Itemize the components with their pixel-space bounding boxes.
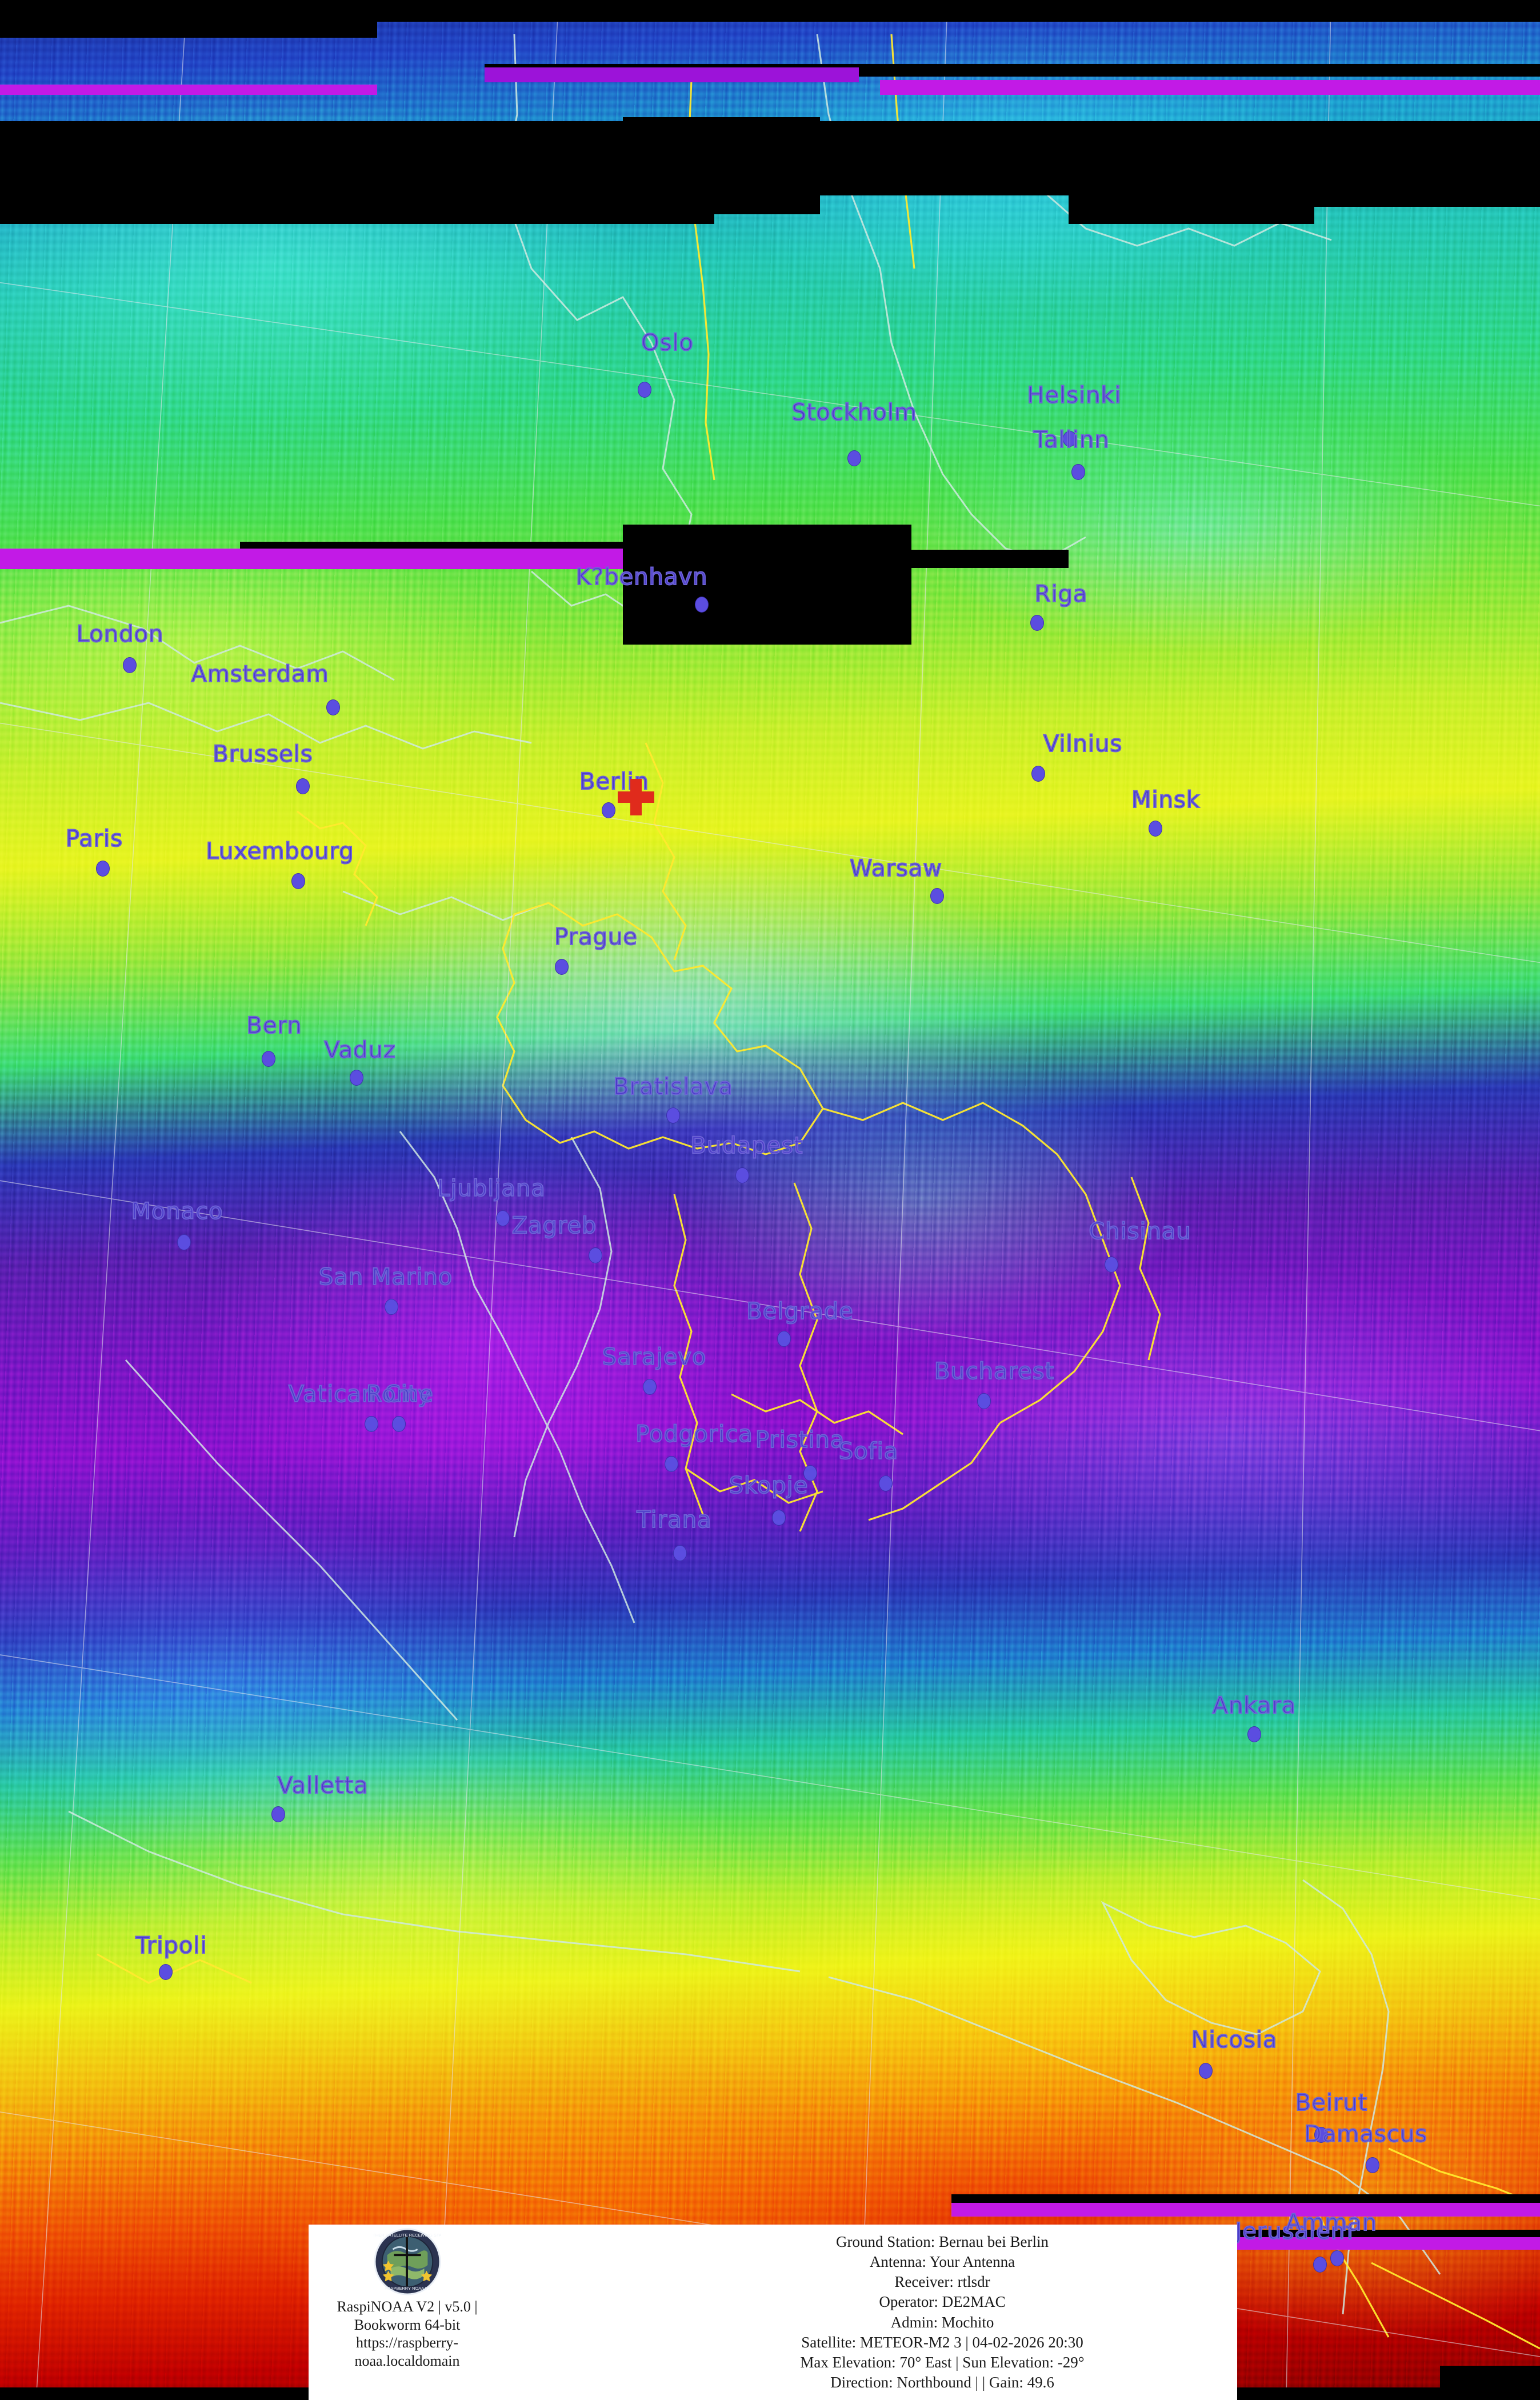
corruption-band bbox=[0, 0, 377, 38]
city-marker-dot bbox=[177, 1234, 191, 1250]
info-raspinoaa-version: RaspiNOAA V2 | v5.0 | bbox=[337, 2298, 478, 2315]
info-antenna: Antenna: Your Antenna bbox=[869, 2253, 1015, 2271]
city-marker-dot bbox=[879, 1475, 893, 1491]
corruption-band bbox=[1314, 121, 1540, 207]
city-marker-dot bbox=[602, 802, 615, 818]
info-direction: Direction: Northbound | | Gain: 49.6 bbox=[830, 2373, 1054, 2391]
info-url-line2: noaa.localdomain bbox=[354, 2353, 460, 2370]
corruption-band bbox=[623, 525, 911, 645]
city-marker-dot bbox=[735, 1167, 749, 1183]
city-marker-dot bbox=[695, 597, 709, 613]
info-left-column: WEATHER SATELLITE RECEIVING STATION RASP… bbox=[309, 2225, 506, 2400]
ground-station-marker-icon bbox=[618, 779, 654, 815]
city-marker-dot bbox=[1366, 2157, 1379, 2173]
city-marker-dot bbox=[496, 1210, 510, 1226]
info-spacer bbox=[506, 2225, 651, 2400]
city-marker-dot bbox=[977, 1393, 991, 1409]
city-marker-dot bbox=[392, 1416, 406, 1432]
city-marker-dot bbox=[296, 778, 310, 794]
city-marker-dot bbox=[803, 1465, 817, 1481]
city-marker-dot bbox=[1330, 2250, 1344, 2266]
corruption-band bbox=[1234, 2230, 1540, 2239]
city-marker-dot bbox=[262, 1051, 275, 1067]
city-marker-dot bbox=[1313, 2257, 1327, 2273]
city-marker-dot bbox=[365, 1416, 378, 1432]
corruption-band bbox=[1069, 121, 1314, 224]
city-marker-dot bbox=[1199, 2063, 1213, 2079]
city-marker-dot bbox=[1105, 1257, 1118, 1273]
corruption-band bbox=[485, 67, 859, 82]
city-marker-dot bbox=[930, 888, 944, 904]
corruption-band bbox=[0, 130, 697, 170]
city-marker-dot bbox=[1247, 1726, 1261, 1742]
city-marker-dot bbox=[666, 1107, 680, 1123]
city-marker-dot bbox=[1149, 821, 1162, 837]
corruption-band bbox=[951, 2203, 1540, 2217]
city-marker-dot bbox=[1314, 2127, 1328, 2143]
city-marker-dot bbox=[123, 657, 137, 673]
city-marker-dot bbox=[271, 1806, 285, 1822]
city-marker-dot bbox=[847, 450, 861, 466]
city-marker-dot bbox=[350, 1070, 363, 1086]
info-elevation: Max Elevation: 70° East | Sun Elevation:… bbox=[800, 2353, 1085, 2371]
info-operator: Operator: DE2MAC bbox=[879, 2293, 1006, 2311]
pass-info-box: WEATHER SATELLITE RECEIVING STATION RASP… bbox=[309, 2225, 1237, 2400]
corruption-band bbox=[0, 85, 377, 95]
coastlines bbox=[0, 34, 1441, 2315]
city-marker-dot bbox=[555, 959, 569, 975]
info-satellite: Satellite: METEOR-M2 3 | 04-02-2026 20:3… bbox=[801, 2333, 1083, 2351]
corruption-band bbox=[880, 80, 1540, 95]
info-right-column: Ground Station: Bernau bei Berlin Antenn… bbox=[651, 2225, 1237, 2400]
city-marker-dot bbox=[291, 873, 305, 889]
info-os-build: Bookworm 64-bit bbox=[354, 2316, 461, 2333]
city-marker-dot bbox=[1063, 431, 1077, 447]
city-marker-dot bbox=[1031, 766, 1045, 782]
city-marker-dot bbox=[326, 699, 340, 715]
city-marker-dot bbox=[777, 1331, 791, 1347]
city-marker-dot bbox=[589, 1247, 602, 1263]
city-marker-dot bbox=[638, 382, 651, 398]
corruption-band bbox=[1234, 2237, 1540, 2250]
city-marker-dot bbox=[673, 1545, 687, 1561]
city-marker-dot bbox=[159, 1964, 173, 1980]
city-marker-dot bbox=[385, 1299, 398, 1315]
city-marker-dot bbox=[772, 1510, 786, 1526]
city-marker-dot bbox=[96, 861, 110, 877]
info-url-line1: https://raspberry- bbox=[355, 2334, 459, 2351]
city-marker-dot bbox=[1071, 464, 1085, 480]
info-ground-station: Ground Station: Bernau bei Berlin bbox=[836, 2233, 1049, 2251]
city-marker-dot bbox=[643, 1379, 657, 1395]
svg-text:WEATHER SATELLITE RECEIVING ST: WEATHER SATELLITE RECEIVING STATION bbox=[374, 2233, 441, 2238]
info-admin: Admin: Mochito bbox=[890, 2313, 994, 2331]
svg-text:RASPBERRY NOAA V2: RASPBERRY NOAA V2 bbox=[385, 2286, 430, 2291]
city-marker-dot bbox=[665, 1456, 678, 1472]
info-receiver: Receiver: rtlsdr bbox=[894, 2273, 990, 2291]
raspinoaa-weather-satellite-logo: WEATHER SATELLITE RECEIVING STATION RASP… bbox=[374, 2228, 441, 2295]
city-marker-dot bbox=[1030, 615, 1044, 631]
corruption-band bbox=[623, 117, 820, 214]
